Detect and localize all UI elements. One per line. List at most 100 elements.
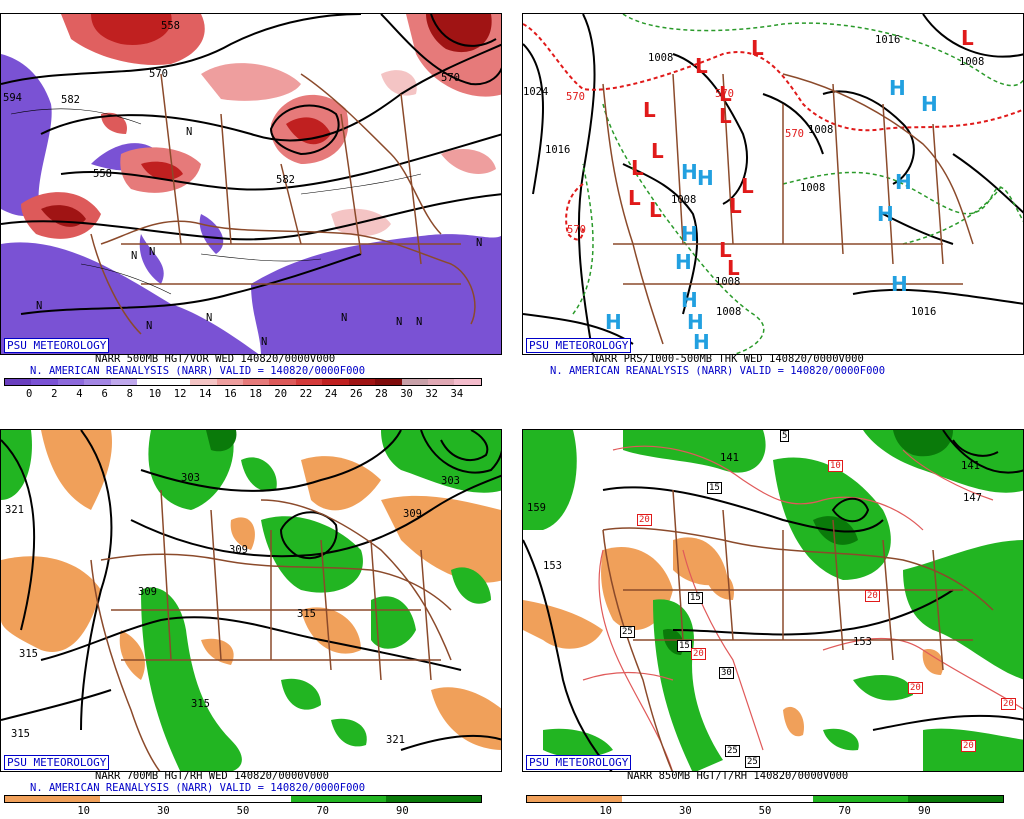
- box-label: 30: [719, 667, 734, 679]
- fine-contours: [10, 108, 422, 295]
- contour-label: 558: [93, 168, 112, 180]
- colorbar-tick-label: 34: [450, 388, 464, 400]
- pressure-label: 1016: [875, 34, 901, 46]
- box-label: 25: [745, 756, 760, 768]
- contour-label: 141: [720, 452, 739, 464]
- psu-meteorology-label: PSU METEOROLOGY: [526, 338, 632, 353]
- colorbar-swatch: [717, 796, 765, 802]
- colorbar-tick-label: 10: [148, 388, 162, 400]
- psu-meteorology-label: PSU METEOROLOGY: [4, 755, 110, 770]
- colorbar-tick-label: 0: [25, 388, 33, 400]
- high-pressure-marker: H: [877, 202, 894, 226]
- high-pressure-marker: H: [895, 170, 912, 194]
- contour-label: 303: [441, 475, 460, 487]
- rh-colorbar: [526, 795, 1004, 803]
- colorbar-tick-label: 24: [324, 388, 338, 400]
- colorbar-tick-label: 90: [918, 805, 931, 817]
- pressure-label: 1008: [959, 56, 985, 68]
- colorbar-tick-label: 50: [236, 805, 250, 817]
- psu-meteorology-label: PSU METEOROLOGY: [4, 338, 110, 353]
- box-label: 15: [707, 482, 722, 494]
- contour-label: 321: [5, 504, 24, 516]
- colorbar-swatch: [574, 796, 623, 802]
- contour-label: 153: [543, 560, 562, 572]
- contour-label: 309: [138, 586, 157, 598]
- colorbar-tick-label: 32: [425, 388, 438, 400]
- contour-label: 309: [229, 544, 248, 556]
- low-pressure-marker: L: [719, 82, 732, 106]
- panel-500mb: 558 570 582 594 570 582 558 N N N N N N …: [0, 0, 512, 410]
- box-label: 20: [908, 682, 923, 694]
- box-label: 25: [620, 626, 635, 638]
- thickness-label: 570: [715, 88, 734, 100]
- colorbar-swatch: [338, 796, 386, 802]
- low-pressure-marker: L: [719, 238, 732, 262]
- n-mark: N: [416, 316, 423, 328]
- map-500mb: 558 570 582 594 570 582 558 N N N N N N …: [0, 13, 502, 355]
- map-mslp: 1016 1008 1016 1024 1008 1008 1008 1008 …: [522, 13, 1024, 355]
- colorbar-tick-label: 14: [198, 388, 212, 400]
- colorbar-swatch: [163, 379, 191, 385]
- map-title: NARR 850MB HGT/T/RH 140820/0000V000: [627, 770, 849, 782]
- panel-850mb: 141 147 159 153 141 153 5 15 20 10 15 25…: [512, 410, 1024, 819]
- colorbar-swatch: [527, 796, 575, 802]
- colorbar-tick-label: 30: [400, 388, 413, 400]
- box-label: 20: [1001, 698, 1016, 710]
- height-contours: [1, 430, 501, 751]
- contour-label: 315: [191, 698, 210, 710]
- box-label: 20: [961, 740, 976, 752]
- colorbar-swatch: [242, 379, 270, 385]
- colorbar-swatch: [860, 796, 908, 802]
- colorbar-tick-label: 30: [157, 805, 170, 817]
- colorbar-swatch: [955, 796, 1003, 802]
- contour-label: 558: [161, 20, 180, 32]
- map-700mb: 303 303 309 309 309 321 315 315 315 315 …: [0, 429, 502, 772]
- pressure-label: 1008: [716, 306, 742, 318]
- n-mark: N: [131, 250, 138, 262]
- low-pressure-marker: L: [961, 26, 974, 50]
- vorticity-positive-areas: [21, 14, 501, 239]
- map-subtitle: N. AMERICAN REANALYSIS (NARR) VALID = 14…: [550, 365, 886, 377]
- pressure-label: 1008: [648, 52, 674, 64]
- n-mark: N: [186, 126, 193, 138]
- low-pressure-marker: L: [695, 54, 708, 78]
- colorbar-tick-label: 50: [758, 805, 772, 817]
- pressure-label: 1008: [715, 276, 741, 288]
- contour-label: 315: [11, 728, 30, 740]
- colorbar-tick-label: 20: [274, 388, 288, 400]
- colorbar-tick-label: 18: [249, 388, 262, 400]
- colorbar-swatch: [428, 379, 455, 385]
- high-pressure-marker: H: [681, 160, 698, 184]
- colorbar-swatch: [147, 796, 196, 802]
- colorbar-swatch: [669, 796, 718, 802]
- colorbar-swatch: [401, 379, 428, 385]
- colorbar-tick-label: 28: [375, 388, 388, 400]
- colorbar-swatch: [269, 379, 296, 385]
- colorbar-tick-label: 70: [316, 805, 329, 817]
- low-pressure-marker: L: [643, 98, 656, 122]
- colorbar-swatch: [57, 379, 85, 385]
- contour-label: 309: [403, 508, 422, 520]
- colorbar-swatch: [322, 379, 349, 385]
- n-mark: N: [206, 312, 213, 324]
- colorbar-swatch: [31, 379, 58, 385]
- colorbar-swatch: [433, 796, 481, 802]
- low-pressure-marker: L: [651, 139, 664, 163]
- contour-label: 582: [276, 174, 295, 186]
- rh-very-moist-areas: [206, 430, 237, 452]
- low-pressure-marker: L: [751, 36, 764, 60]
- contour-label: 303: [181, 472, 200, 484]
- psu-meteorology-label: PSU METEOROLOGY: [526, 755, 632, 770]
- colorbar-swatch: [195, 796, 243, 802]
- colorbar-swatch: [5, 379, 32, 385]
- contour-label: 594: [3, 92, 22, 104]
- map-title: NARR PRS/1000-500MB THK WED 140820/0000V…: [592, 353, 864, 365]
- high-pressure-marker: H: [675, 250, 692, 274]
- height-contours: [523, 430, 1023, 771]
- colorbar-tick-label: 10: [77, 805, 90, 817]
- n-mark: N: [261, 336, 268, 348]
- box-label: 15: [677, 640, 692, 652]
- box-label: 20: [865, 590, 880, 602]
- low-pressure-marker: L: [741, 174, 754, 198]
- box-label: 20: [691, 648, 706, 660]
